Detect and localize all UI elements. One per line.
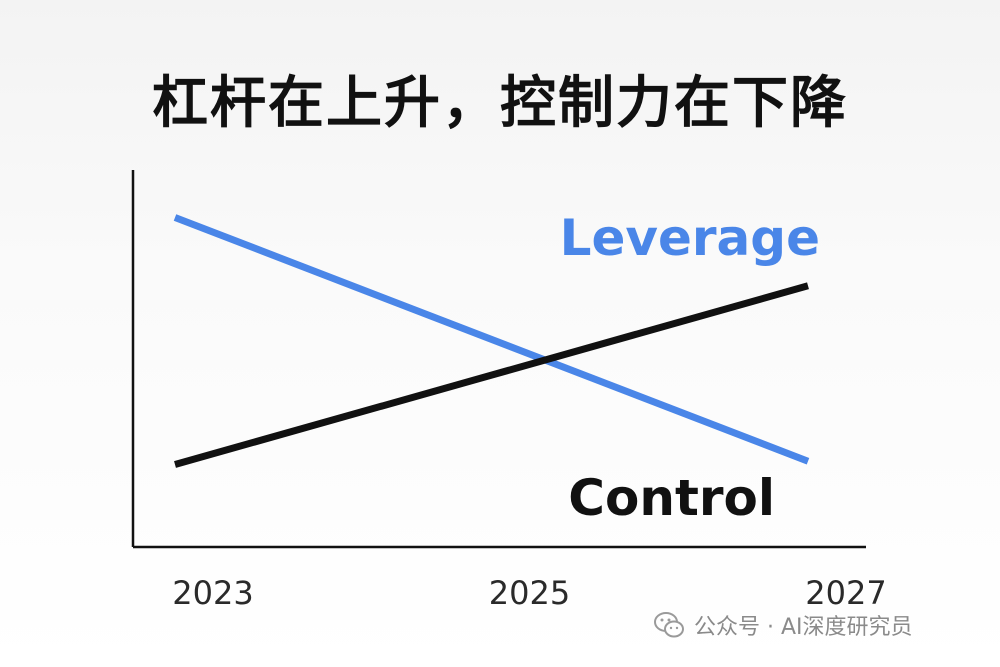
x-tick-label: 2023: [172, 574, 253, 612]
series-line-control: [174, 282, 809, 468]
x-tick-label: 2025: [489, 574, 570, 612]
series-line-leverage: [173, 214, 810, 465]
wechat-icon: [654, 612, 684, 638]
watermark: 公众号 · AI深度研究员: [652, 608, 913, 642]
x-tick-label: 2027: [805, 574, 886, 612]
chart-title: 杠杆在上升，控制力在下降: [152, 71, 848, 136]
watermark-text: 公众号 · AI深度研究员: [694, 615, 913, 640]
series-label-leverage: Leverage: [560, 209, 820, 267]
series-label-control: Control: [568, 469, 775, 527]
